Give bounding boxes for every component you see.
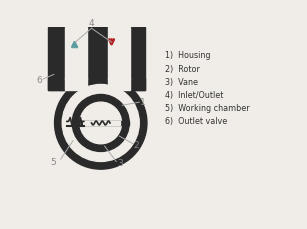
Circle shape [62, 85, 139, 161]
Bar [65, 27, 87, 79]
Text: 4)  Inlet/Outlet: 4) Inlet/Outlet [165, 91, 223, 100]
Bar [72, 121, 129, 125]
Bar [108, 27, 130, 79]
Text: 3: 3 [117, 158, 123, 167]
Text: 2: 2 [134, 141, 139, 150]
Bar [49, 27, 85, 90]
Text: 2)  Rotor: 2) Rotor [165, 65, 200, 74]
Text: 1: 1 [140, 98, 146, 107]
Text: 3)  Vane: 3) Vane [165, 78, 198, 87]
Bar [108, 27, 146, 90]
Text: 1)  Housing: 1) Housing [165, 52, 210, 60]
Circle shape [80, 102, 122, 144]
Bar [87, 27, 107, 90]
Text: 4: 4 [89, 19, 94, 28]
Circle shape [72, 95, 129, 151]
Bar [65, 78, 87, 90]
Text: 6: 6 [37, 76, 42, 85]
Circle shape [55, 77, 147, 169]
Bar [81, 121, 120, 125]
Text: 5: 5 [50, 158, 56, 167]
Text: 5)  Working chamber: 5) Working chamber [165, 104, 249, 113]
Bar [49, 78, 146, 90]
Bar [108, 78, 130, 90]
Text: 6)  Outlet valve: 6) Outlet valve [165, 117, 227, 126]
